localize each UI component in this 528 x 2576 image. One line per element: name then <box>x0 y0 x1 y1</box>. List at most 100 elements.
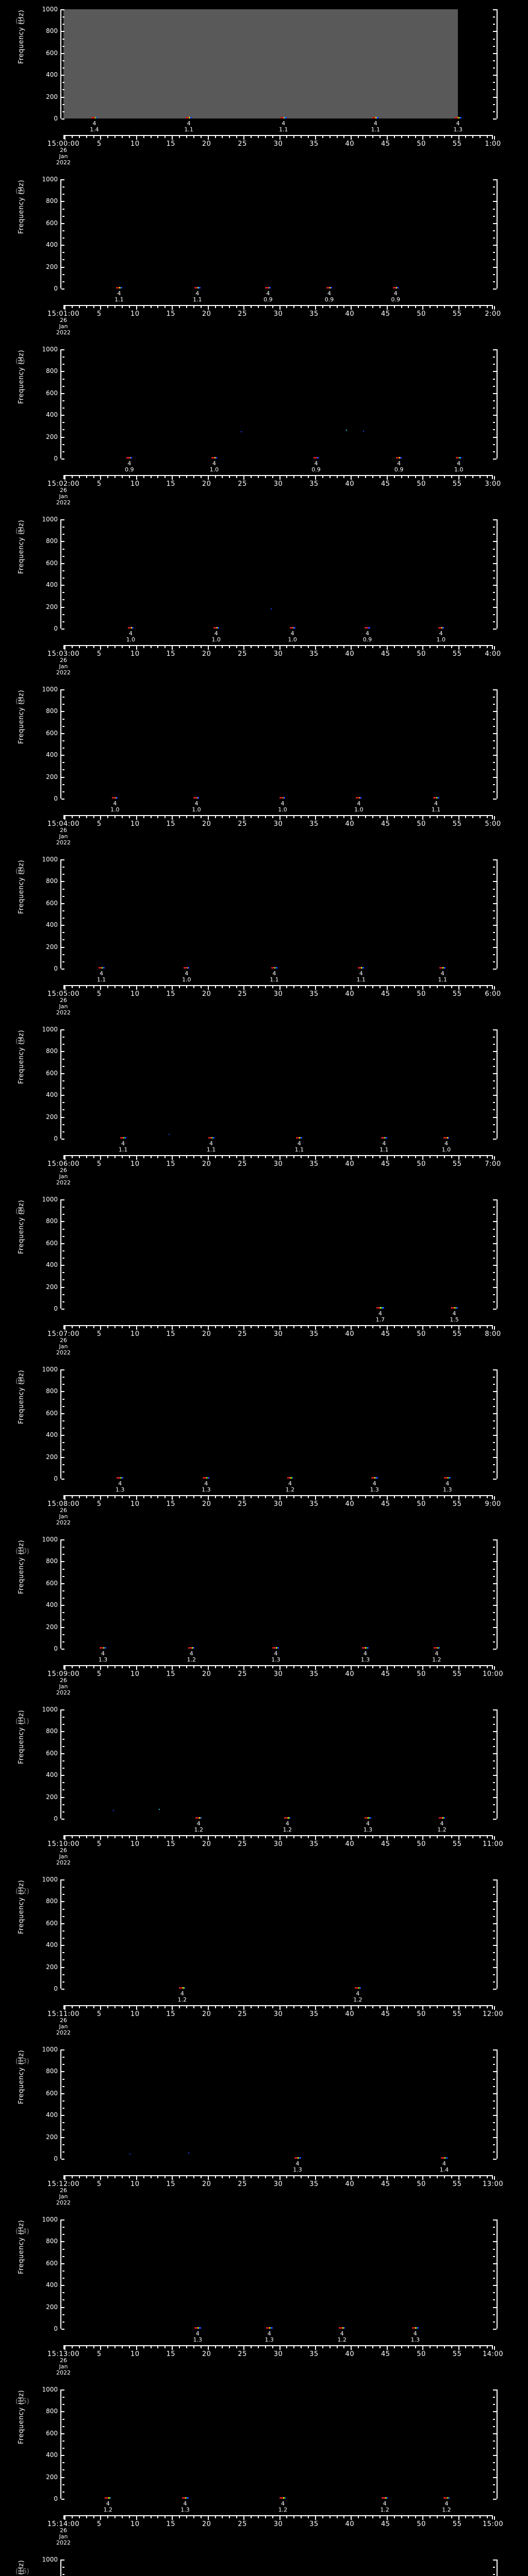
date-stack: 26 Jan 2022 <box>56 1337 71 1356</box>
x-tick-minor <box>415 1326 417 1328</box>
right-tick-major <box>493 1753 497 1754</box>
y-tick-label: 800 <box>46 877 58 885</box>
x-tick-minor <box>257 1326 259 1328</box>
x-tick-major <box>315 2516 316 2520</box>
x-tick-minor <box>372 476 373 478</box>
x-tick-major <box>172 1156 173 1160</box>
x-tick-label: 20 <box>202 480 211 488</box>
detection-count: 4 <box>209 1140 213 1147</box>
x-tick-minor <box>301 476 302 478</box>
x-tick-major <box>458 2006 459 2010</box>
x-tick-minor <box>336 1836 338 1838</box>
x-axis-end-label: 14:00 <box>483 2350 503 2358</box>
y-tick-minor <box>62 621 64 622</box>
x-tick-label: 35 <box>309 140 319 148</box>
detection-marker <box>433 797 439 799</box>
x-tick-minor <box>379 1156 381 1158</box>
y-tick-minor <box>62 1398 64 1400</box>
x-tick-minor <box>150 136 152 138</box>
right-tick-minor <box>493 2108 495 2109</box>
x-tick-label: 45 <box>381 480 390 488</box>
x-tick-minor <box>465 646 467 648</box>
y-tick-label: 200 <box>46 263 58 270</box>
right-tick-major <box>493 2411 497 2413</box>
plot-canvas <box>63 349 462 459</box>
x-tick-minor <box>436 816 438 818</box>
y-tick-minor <box>62 1554 64 1555</box>
x-axis <box>63 645 495 650</box>
y-tick-minor <box>62 2234 64 2235</box>
x-tick-label: 15 <box>166 480 176 488</box>
x-tick-label: 5 <box>97 1840 102 1848</box>
spectrogram-panel: 0 200 400 600 800 1000 Frequency (Hz) (11) 4 1.2 4… <box>0 1700 528 1870</box>
y-tick-major <box>61 1221 64 1223</box>
x-tick-label: 25 <box>238 820 247 828</box>
right-tick-major <box>493 2389 497 2391</box>
detection-marker <box>100 1647 107 1649</box>
x-tick-minor <box>401 2006 402 2008</box>
x-tick-minor <box>308 1666 309 1668</box>
right-tick-minor <box>493 378 495 380</box>
y-tick-minor <box>62 2491 64 2493</box>
detection-duration: 1.2 <box>380 2506 389 2513</box>
y-tick-minor <box>62 1294 64 1295</box>
detection-duration: 1.3 <box>360 1656 370 1663</box>
x-tick-minor <box>393 1666 395 1668</box>
y-tick-label: 800 <box>46 27 58 35</box>
detection-annotation: 4 1.1 <box>438 971 448 983</box>
x-tick-label: 10 <box>130 1500 140 1508</box>
detection-annotation: 4 1.3 <box>271 1651 280 1663</box>
x-tick-minor <box>301 1326 302 1328</box>
x-axis-start-label: 15:11:00 <box>47 2010 80 2018</box>
right-tick-minor <box>493 1250 495 1251</box>
x-tick-minor <box>114 136 116 138</box>
x-tick-minor <box>214 2006 216 2008</box>
x-tick-minor <box>78 1666 80 1668</box>
x-tick-major <box>136 2006 137 2010</box>
date-stack: 26 Jan 2022 <box>56 317 71 336</box>
x-tick-label: 5 <box>97 2180 102 2188</box>
x-tick-label: 15 <box>166 1670 176 1678</box>
y-tick-major <box>61 859 64 860</box>
x-tick-minor <box>301 1836 302 1838</box>
x-tick-minor <box>343 1496 345 1498</box>
y-tick-major <box>61 2285 64 2286</box>
y-tick-major <box>61 776 64 778</box>
right-tick-minor <box>493 621 495 622</box>
detection-marker <box>382 2497 388 2499</box>
right-tick-major <box>493 1116 497 1118</box>
x-tick-minor <box>401 2176 402 2178</box>
right-tick-minor <box>493 791 495 792</box>
date-line: Jan <box>59 153 68 160</box>
x-tick-major <box>494 306 495 310</box>
y-tick-minor <box>62 1272 64 1274</box>
x-tick-minor <box>329 2346 331 2348</box>
x-tick-minor <box>179 816 180 818</box>
x-tick-minor <box>193 136 194 138</box>
detection-count: 4 <box>214 630 218 637</box>
y-tick-major <box>61 179 64 180</box>
x-tick-minor <box>250 136 252 138</box>
x-tick-major <box>458 2346 459 2350</box>
y-tick-minor <box>62 1590 64 1591</box>
right-tick-minor <box>493 60 495 61</box>
x-axis-start-label: 15:01:00 <box>47 310 80 318</box>
x-axis-start-label: 15:13:00 <box>47 2350 80 2358</box>
x-axis-end-label: 15:00 <box>483 2520 503 2528</box>
y-tick-label: 200 <box>46 1453 58 1461</box>
x-tick-minor <box>322 1326 323 1328</box>
x-tick-minor <box>329 1326 331 1328</box>
x-tick-minor <box>222 2346 223 2348</box>
x-tick-minor <box>164 1156 166 1158</box>
y-tick-minor <box>62 1044 64 1045</box>
x-tick-minor <box>143 1326 144 1328</box>
x-tick-minor <box>451 1156 452 1158</box>
x-tick-label: 10 <box>130 140 140 148</box>
x-tick-minor <box>308 816 309 818</box>
right-tick-major <box>493 2455 497 2456</box>
detection-duration: 1.1 <box>371 126 381 133</box>
detection-annotation: 4 1.2 <box>278 2501 288 2513</box>
x-tick-major <box>315 1156 316 1160</box>
x-tick-label: 20 <box>202 2010 211 2018</box>
x-axis-end-label: 7:00 <box>485 1160 501 1168</box>
